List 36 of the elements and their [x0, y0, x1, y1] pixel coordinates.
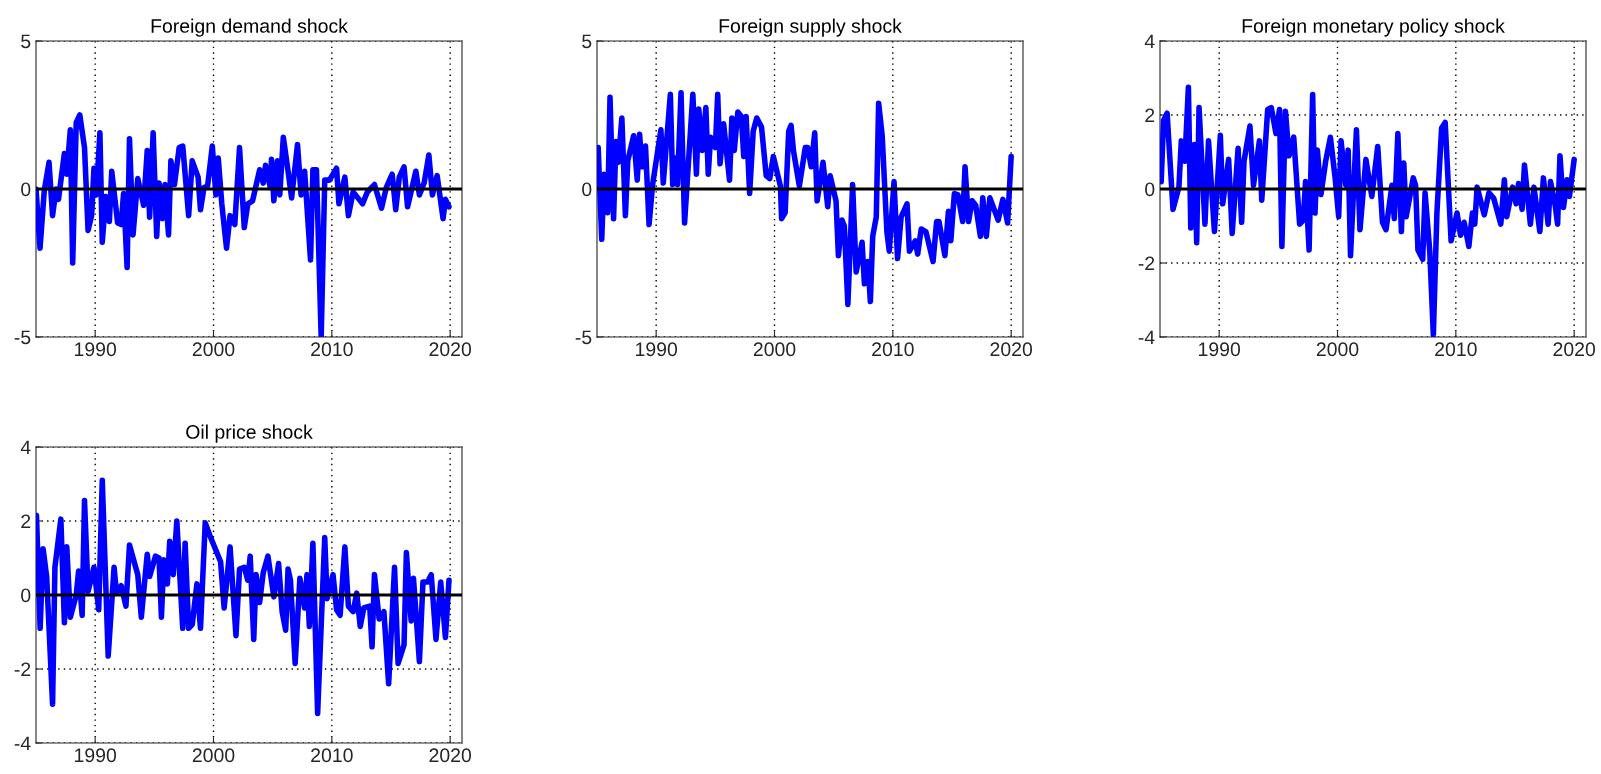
x-tick-label: 2000 [1316, 342, 1359, 357]
x-tick-label: 1990 [636, 342, 678, 357]
y-tick-label: 0 [21, 588, 31, 603]
y-tick-label: -5 [14, 330, 31, 345]
x-tick-label: 1990 [1199, 342, 1241, 357]
y-tick-label: 5 [582, 34, 592, 49]
chart-title: Foreign monetary policy shock [1242, 18, 1505, 37]
y-tick-label: 0 [1145, 182, 1155, 197]
x-tick-label: 2020 [429, 748, 472, 763]
x-tick-label: 2010 [1435, 342, 1477, 357]
x-tick-label: 1990 [75, 748, 117, 763]
y-tick-label: -2 [1138, 256, 1155, 271]
y-tick-label: 2 [1145, 108, 1155, 123]
y-tick-label: 0 [21, 182, 31, 197]
chart-title: Oil price shock [186, 424, 313, 443]
x-tick-label: 2020 [429, 342, 472, 357]
y-tick-label: -2 [14, 662, 31, 677]
x-tick-label: 2010 [872, 342, 914, 357]
x-tick-label: 2010 [311, 748, 353, 763]
x-tick-label: 2000 [192, 342, 235, 357]
x-tick-label: 2020 [990, 342, 1033, 357]
y-tick-label: 4 [20, 440, 31, 455]
x-tick-label: 2000 [192, 748, 235, 763]
y-tick-label: -4 [14, 736, 31, 751]
chart-title: Foreign demand shock [151, 18, 348, 37]
y-tick-label: 0 [582, 182, 592, 197]
x-tick-label: 2020 [1553, 342, 1596, 357]
y-tick-label: 2 [21, 514, 31, 529]
y-tick-label: -5 [575, 330, 592, 345]
x-tick-label: 1990 [75, 342, 117, 357]
y-tick-label: 4 [1144, 34, 1155, 49]
x-tick-label: 2010 [311, 342, 353, 357]
y-tick-label: -4 [1138, 330, 1155, 345]
y-tick-label: 5 [21, 34, 31, 49]
chart-title: Foreign supply shock [719, 18, 902, 37]
x-tick-label: 2000 [753, 342, 796, 357]
